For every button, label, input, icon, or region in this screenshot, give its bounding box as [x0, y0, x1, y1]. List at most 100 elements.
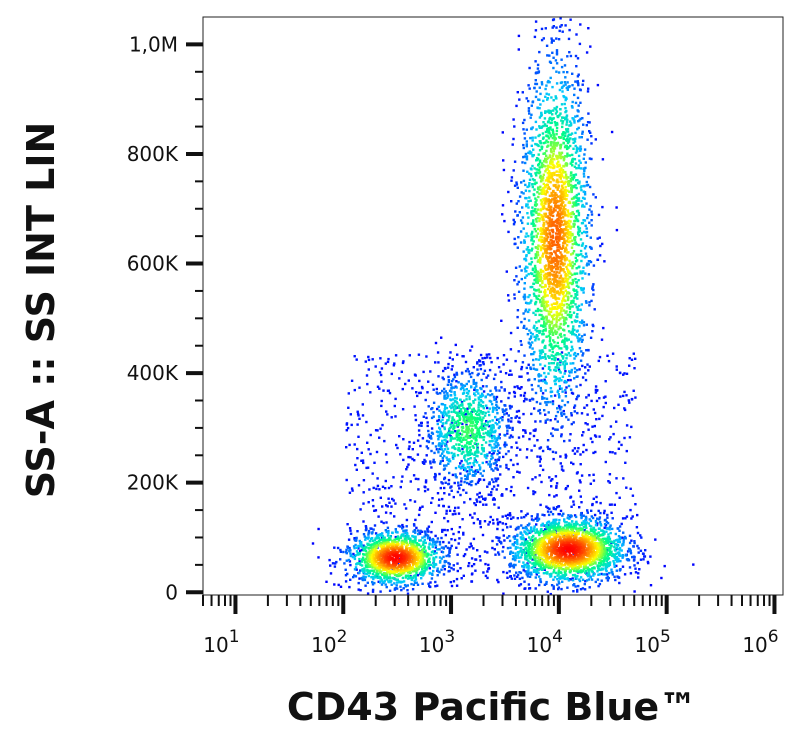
data-point — [550, 524, 553, 527]
data-point — [588, 121, 591, 124]
data-point — [502, 534, 505, 537]
data-point — [609, 552, 612, 555]
data-point — [415, 391, 418, 394]
data-point — [494, 440, 497, 443]
data-point — [588, 304, 591, 307]
data-point — [418, 539, 421, 542]
data-point — [463, 466, 466, 470]
data-point — [509, 489, 513, 493]
data-point — [484, 562, 487, 566]
data-point — [426, 530, 429, 533]
data-point — [534, 335, 538, 338]
data-point — [580, 231, 584, 235]
data-point — [454, 420, 457, 423]
data-point — [370, 569, 374, 572]
data-point — [577, 192, 580, 196]
data-point — [533, 264, 537, 268]
data-point — [363, 548, 367, 551]
data-point — [423, 538, 426, 542]
data-point — [475, 389, 478, 392]
data-point — [414, 574, 417, 577]
data-point — [565, 147, 569, 151]
data-point — [362, 549, 365, 552]
data-point — [533, 350, 536, 354]
data-point — [447, 375, 450, 379]
data-point — [495, 460, 498, 463]
data-point — [465, 470, 469, 473]
data-point — [587, 112, 590, 115]
data-point — [548, 529, 551, 533]
data-point — [565, 86, 568, 90]
data-point — [509, 525, 512, 528]
data-point — [556, 407, 559, 410]
data-point — [572, 186, 575, 189]
data-point — [606, 575, 609, 579]
data-point — [625, 486, 628, 489]
data-point — [516, 326, 519, 329]
data-point — [538, 583, 541, 587]
data-point — [590, 157, 593, 161]
data-point — [534, 60, 537, 63]
data-point — [497, 551, 500, 554]
data-point — [527, 583, 531, 586]
data-point — [530, 518, 534, 521]
data-point — [349, 413, 352, 416]
data-point — [469, 424, 472, 427]
data-point — [560, 65, 564, 69]
data-point — [460, 452, 463, 455]
data-point — [538, 169, 541, 172]
data-point — [518, 211, 521, 214]
data-point — [482, 497, 485, 501]
data-point — [459, 438, 462, 442]
data-point — [542, 316, 546, 320]
data-point — [530, 239, 533, 242]
data-point — [565, 357, 568, 360]
data-point — [571, 273, 574, 276]
data-point — [491, 518, 495, 522]
data-point — [528, 178, 532, 181]
data-point — [557, 586, 560, 589]
data-point — [456, 553, 459, 556]
data-point — [484, 574, 488, 578]
data-point — [475, 445, 479, 448]
data-point — [543, 117, 547, 120]
data-point — [561, 514, 564, 517]
data-point — [482, 503, 485, 506]
data-point — [579, 147, 583, 151]
data-point — [438, 548, 441, 551]
data-point — [532, 240, 535, 243]
data-point — [568, 310, 572, 314]
data-point — [481, 405, 484, 408]
data-point — [584, 569, 587, 573]
data-point — [430, 539, 433, 542]
data-point — [407, 537, 410, 540]
data-point — [372, 569, 376, 572]
data-point — [575, 167, 578, 170]
data-point — [528, 536, 531, 539]
data-point — [443, 434, 446, 438]
data-point — [575, 568, 579, 572]
data-point — [557, 368, 561, 371]
data-point — [432, 565, 435, 568]
data-point — [465, 445, 469, 448]
data-point — [570, 349, 573, 352]
data-point — [350, 487, 354, 490]
data-point — [495, 408, 498, 412]
data-point — [569, 569, 572, 572]
data-point — [345, 548, 348, 552]
data-point — [623, 537, 626, 540]
data-point — [492, 485, 496, 488]
data-point — [450, 390, 453, 393]
data-point — [399, 525, 402, 528]
data-point — [435, 551, 438, 555]
data-point — [555, 522, 558, 526]
data-point — [526, 266, 529, 269]
data-point — [428, 543, 431, 546]
data-point — [466, 481, 469, 485]
data-point — [604, 552, 607, 556]
data-point — [492, 377, 496, 381]
data-point — [600, 338, 604, 341]
data-point — [535, 327, 539, 330]
data-point — [351, 489, 354, 492]
data-point — [532, 555, 536, 558]
